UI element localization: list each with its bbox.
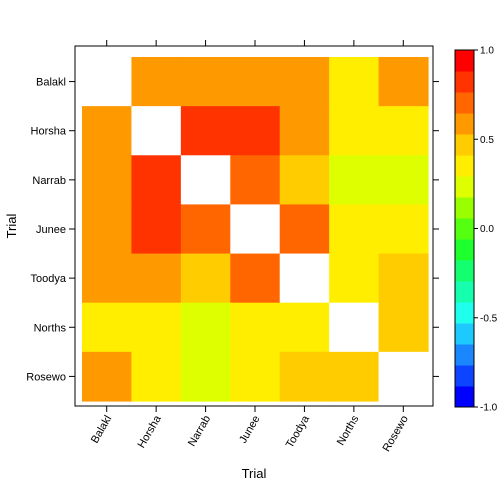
colorbar-tick-label: 1.0: [480, 46, 494, 57]
colorbar-segment: [455, 197, 474, 219]
heatmap-cell: [82, 253, 133, 304]
heatmap-cell: [378, 351, 429, 402]
colorbar-tick-label: -1.0: [480, 403, 498, 414]
heatmap-cell: [279, 302, 330, 353]
colorbar-segment: [455, 176, 474, 198]
y-tick-label: Rosewo: [26, 371, 66, 383]
heatmap-cell: [230, 155, 281, 206]
heatmap-cell: [378, 57, 429, 107]
heatmap-cell: [329, 253, 380, 304]
colorbar-segment: [455, 218, 474, 240]
colorbar-segment: [455, 281, 474, 303]
heatmap-cell: [230, 302, 281, 353]
colorbar: 1.0 0.5 0.0 -0.5 -1.0: [454, 46, 498, 414]
heatmap-cell: [378, 253, 429, 304]
colorbar-segment: [455, 71, 474, 93]
heatmap-cell: [279, 106, 330, 156]
heatmap-cell: [131, 106, 182, 156]
y-tick-label: Toodya: [31, 273, 67, 285]
heatmap-cell: [131, 253, 182, 304]
colorbar-segment: [455, 323, 474, 345]
heatmap-cell: [82, 106, 133, 156]
heatmap-cell: [180, 302, 231, 353]
y-tick-label: Balakl: [36, 77, 66, 89]
y-tick-label: Horsha: [31, 126, 67, 138]
heatmap-cell: [131, 302, 182, 353]
colorbar-tick-label: 0.0: [480, 224, 494, 235]
heatmap-cells: [82, 57, 429, 402]
heatmap-cell: [279, 204, 330, 255]
heatmap-cell: [131, 57, 182, 107]
heatmap-cell: [82, 351, 133, 402]
heatmap-cell: [329, 302, 380, 353]
heatmap-cell: [230, 351, 281, 402]
heatmap-cell: [180, 204, 231, 255]
colorbar-segment: [455, 260, 474, 282]
axis-ticks: [69, 40, 439, 412]
x-tick-label: Horsha: [136, 413, 165, 450]
y-tick-label: Junee: [36, 224, 66, 236]
heatmap-cell: [279, 155, 330, 206]
x-tick-label: Toodya: [284, 413, 313, 450]
colorbar-tick-label: -0.5: [480, 313, 498, 324]
colorbar-segment: [455, 344, 474, 366]
x-tick-label: Rosewo: [381, 414, 411, 454]
heatmap-cell: [180, 106, 231, 156]
heatmap-cell: [82, 204, 133, 255]
heatmap-cell: [230, 204, 281, 255]
heatmap-cell: [378, 155, 429, 206]
heatmap-cell: [180, 253, 231, 304]
heatmap-cell: [279, 57, 330, 107]
colorbar-tick-label: 0.5: [480, 135, 494, 146]
heatmap-cell: [329, 204, 380, 255]
x-tick-labels: Balakl Horsha Narrab Junee Toodya Norths Rosew…: [89, 413, 411, 454]
heatmap-cell: [329, 351, 380, 402]
heatmap-cell: [329, 155, 380, 206]
colorbar-segment: [455, 239, 474, 261]
heatmap-cell: [131, 204, 182, 255]
colorbar-segment: [455, 365, 474, 387]
heatmap-cell: [230, 253, 281, 304]
x-tick-label: Balakl: [89, 414, 114, 446]
heatmap-cell: [329, 57, 380, 107]
colorbar-segment: [455, 50, 474, 72]
heatmap-cell: [82, 302, 133, 353]
heatmap-cell: [180, 351, 231, 402]
x-tick-label: Junee: [237, 414, 262, 446]
y-tick-label: Norths: [34, 322, 67, 334]
x-tick-label: Narrab: [186, 414, 213, 449]
heatmap-cell: [378, 106, 429, 156]
heatmap-cell: [82, 155, 133, 206]
heatmap-cell: [131, 155, 182, 206]
y-axis-title: Trial: [4, 213, 19, 238]
x-axis-title: Trial: [242, 466, 267, 481]
colorbar-segment: [455, 386, 474, 408]
y-tick-label: Narrab: [32, 175, 66, 187]
colorbar-segment: [455, 92, 474, 114]
heatmap-cell: [378, 204, 429, 255]
heatmap-cell: [180, 155, 231, 206]
y-tick-labels: Balakl Horsha Narrab Junee Toodya Norths Rosew…: [26, 77, 67, 384]
heatmap-cell: [82, 57, 133, 107]
x-tick-label: Norths: [335, 413, 362, 447]
heatmap-cell: [230, 57, 281, 107]
heatmap-cell: [131, 351, 182, 402]
colorbar-segment: [455, 113, 474, 135]
heatmap-cell: [279, 351, 330, 402]
heatmap-cell: [230, 106, 281, 156]
colorbar-segment: [455, 155, 474, 177]
colorbar-segment: [455, 302, 474, 324]
colorbar-segment: [455, 134, 474, 156]
heatmap-cell: [180, 57, 231, 107]
heatmap-cell: [279, 253, 330, 304]
heatmap-cell: [329, 106, 380, 156]
plot-frame: [74, 45, 434, 407]
heatmap-cell: [378, 302, 429, 353]
